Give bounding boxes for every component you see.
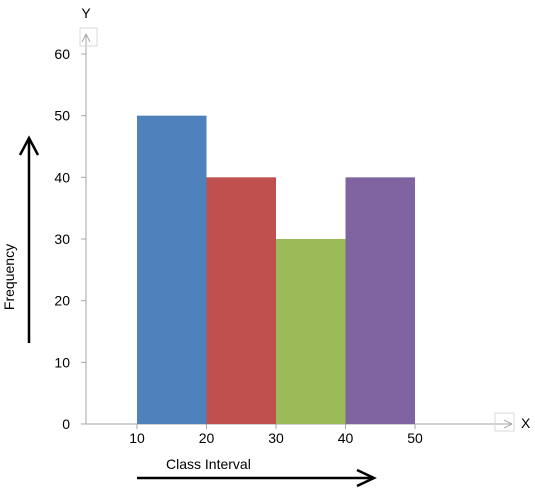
y-tick-label: 40 [54, 169, 70, 185]
y-tick-label: 0 [62, 416, 70, 432]
histogram-bar-40-50 [345, 177, 415, 424]
y-axis-arrow-icon [79, 27, 98, 47]
y-tick-label: 60 [54, 46, 70, 62]
y-label-group: Frequency [1, 135, 40, 343]
y-axis-label: Frequency [1, 244, 17, 310]
y-tick-label: 50 [54, 108, 70, 124]
histogram-bar-20-30 [206, 177, 276, 424]
x-tick-label: 40 [338, 430, 354, 446]
x-axis-label: Class Interval [166, 456, 251, 472]
x-label-group: Class Interval [137, 456, 377, 488]
y-tick-label: 30 [54, 231, 70, 247]
right-arrow-icon [137, 468, 377, 488]
histogram-bar-10-20 [137, 115, 207, 425]
x-axis-letter: X [521, 415, 531, 431]
x-tick-label: 10 [129, 430, 145, 446]
y-tick-label: 20 [54, 293, 70, 309]
histogram-bar-30-40 [276, 239, 346, 424]
up-arrow-icon [18, 135, 40, 343]
y-tick-label: 10 [54, 354, 70, 370]
x-tick-label: 20 [199, 430, 215, 446]
x-tick-label: 50 [407, 430, 423, 446]
y-axis-letter: Y [81, 5, 91, 21]
x-axis-arrow-icon [494, 412, 515, 432]
x-tick-label: 30 [268, 430, 284, 446]
